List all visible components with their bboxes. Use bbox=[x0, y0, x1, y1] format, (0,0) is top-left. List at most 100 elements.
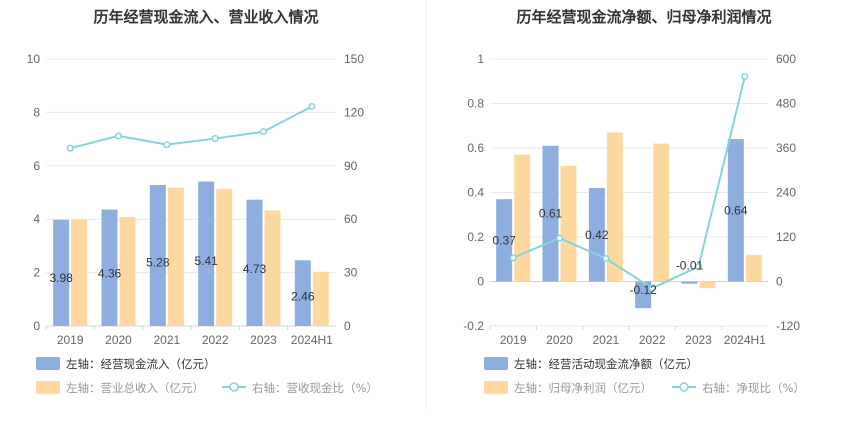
legend-marker bbox=[679, 382, 689, 392]
legend-item[interactable]: 左轴：经营活动现金流净额（亿元） bbox=[484, 357, 698, 371]
chart-1: 历年经营现金流入、营业收入情况 0 2 4 6 8 10 0 30 60 90 120 150 2019 2… bbox=[27, 8, 378, 395]
bar-primary[interactable] bbox=[294, 260, 311, 326]
y-left-tick-label: 2 bbox=[33, 266, 40, 280]
bar-primary[interactable] bbox=[101, 209, 118, 326]
line-point[interactable] bbox=[259, 128, 268, 136]
y-right-tick-label: 0 bbox=[776, 275, 783, 289]
legend-label: 左轴：经营活动现金流净额（亿元） bbox=[514, 357, 698, 371]
bar-secondary[interactable] bbox=[514, 154, 531, 282]
y-right-tick-label: 0 bbox=[344, 319, 351, 333]
x-tick-label: 2023 bbox=[250, 333, 277, 347]
bar-secondary[interactable] bbox=[606, 132, 623, 282]
legend-label: 右轴：净现比（%） bbox=[702, 381, 805, 395]
bar-secondary[interactable] bbox=[653, 143, 670, 282]
bar-primary[interactable] bbox=[681, 281, 698, 284]
legend-label: 左轴：营业总收入（亿元） bbox=[66, 381, 204, 395]
x-tick-label: 2023 bbox=[685, 333, 712, 347]
bar-secondary[interactable] bbox=[699, 281, 716, 289]
legend-label: 左轴：归母净利润（亿元） bbox=[514, 381, 652, 395]
bar-data-label: 0.64 bbox=[724, 203, 748, 217]
bar-data-label: 3.98 bbox=[49, 271, 73, 285]
y-right-tick-label: 60 bbox=[344, 212, 358, 226]
bar-secondary[interactable] bbox=[216, 188, 233, 326]
line-point[interactable] bbox=[114, 132, 123, 140]
y-left-tick-label: 0.4 bbox=[467, 186, 484, 200]
y-right-tick-label: 120 bbox=[344, 105, 364, 119]
y-left-tick-label: -0.2 bbox=[463, 319, 484, 333]
x-tick-label: 2022 bbox=[639, 333, 666, 347]
bar-primary[interactable] bbox=[542, 145, 559, 282]
bar-data-label: 4.73 bbox=[243, 262, 267, 276]
line-point[interactable] bbox=[211, 135, 219, 143]
bar-primary[interactable] bbox=[727, 139, 744, 282]
legend-item[interactable]: 右轴：净现比（%） bbox=[672, 381, 805, 395]
legend-swatch bbox=[36, 357, 60, 370]
bar-primary[interactable] bbox=[246, 199, 263, 326]
legend-label: 左轴：经营现金流入（亿元） bbox=[66, 357, 216, 371]
y-right-tick-label: 30 bbox=[344, 266, 358, 280]
y-left-tick-label: 1 bbox=[477, 52, 484, 66]
bar-secondary[interactable] bbox=[119, 217, 136, 326]
ratio-line bbox=[69, 105, 313, 150]
line-point[interactable] bbox=[308, 102, 316, 111]
line-point[interactable] bbox=[509, 254, 517, 262]
bar-data-label: 0.61 bbox=[539, 207, 563, 221]
bar-primary[interactable] bbox=[588, 188, 605, 282]
bar-data-label: -0.01 bbox=[676, 259, 704, 273]
x-tick-label: 2020 bbox=[105, 333, 132, 347]
y-left-tick-label: 0.8 bbox=[467, 97, 484, 111]
bar-secondary[interactable] bbox=[71, 219, 88, 326]
legend-item[interactable]: 左轴：归母净利润（亿元） bbox=[484, 381, 652, 395]
line-point[interactable] bbox=[555, 234, 564, 242]
legend-item[interactable]: 右轴：营收现金比（%） bbox=[222, 381, 378, 395]
bar-data-label: 2.46 bbox=[291, 289, 315, 303]
x-tick-label: 2022 bbox=[202, 333, 229, 347]
legend-swatch bbox=[484, 357, 508, 370]
bar-data-label: 0.42 bbox=[585, 228, 609, 242]
bar-secondary[interactable] bbox=[264, 210, 281, 326]
y-right-tick-label: 480 bbox=[776, 97, 796, 111]
bar-primary[interactable] bbox=[496, 199, 513, 282]
y-left-tick-label: 10 bbox=[27, 52, 41, 66]
legend-label: 右轴：营收现金比（%） bbox=[252, 381, 378, 395]
x-tick-label: 2019 bbox=[57, 333, 84, 347]
chart-2: 历年经营现金流净额、归母净利润情况 -0.2 0 0.2 0.4 0.6 0.8 1 -120 0… bbox=[463, 8, 805, 395]
line-point[interactable] bbox=[66, 144, 74, 152]
y-left-tick-label: 0 bbox=[33, 319, 40, 333]
legend-marker bbox=[229, 382, 239, 392]
chart-title: 历年经营现金流入、营业收入情况 bbox=[93, 8, 318, 26]
bar-primary[interactable] bbox=[635, 281, 652, 309]
chart-title: 历年经营现金流净额、归母净利润情况 bbox=[516, 8, 771, 26]
y-right-tick-label: 150 bbox=[344, 52, 364, 66]
bar-secondary[interactable] bbox=[745, 254, 762, 282]
bar-secondary[interactable] bbox=[312, 271, 329, 326]
legend-item[interactable]: 左轴：营业总收入（亿元） bbox=[36, 381, 204, 395]
line-point[interactable] bbox=[648, 284, 656, 292]
bar-primary[interactable] bbox=[198, 181, 215, 326]
line-point[interactable] bbox=[694, 263, 703, 271]
x-tick-label: 2021 bbox=[592, 333, 619, 347]
x-tick-label: 2020 bbox=[546, 333, 573, 347]
bar-data-label: 4.36 bbox=[98, 267, 122, 281]
y-right-tick-label: 360 bbox=[776, 141, 796, 155]
y-right-tick-label: 90 bbox=[344, 159, 358, 173]
bar-data-label: 5.41 bbox=[194, 254, 218, 268]
bar-data-label: 0.37 bbox=[492, 233, 516, 247]
line-point[interactable] bbox=[741, 72, 749, 80]
x-tick-label: 2019 bbox=[500, 333, 527, 347]
ratio-line bbox=[512, 76, 746, 290]
bar-data-label: -0.12 bbox=[629, 283, 657, 297]
bar-primary[interactable] bbox=[149, 185, 166, 326]
legend-swatch bbox=[484, 381, 508, 394]
bar-primary[interactable] bbox=[53, 219, 70, 326]
bar-secondary[interactable] bbox=[560, 165, 577, 282]
line-point[interactable] bbox=[602, 254, 610, 263]
y-left-tick-label: 0.6 bbox=[467, 141, 484, 155]
bar-secondary[interactable] bbox=[167, 187, 184, 326]
y-right-tick-label: 240 bbox=[776, 186, 796, 200]
legend-item[interactable]: 左轴：经营现金流入（亿元） bbox=[36, 357, 216, 371]
line-point[interactable] bbox=[163, 141, 171, 149]
y-left-tick-label: 0 bbox=[477, 275, 484, 289]
bar-data-label: 5.28 bbox=[146, 256, 170, 270]
